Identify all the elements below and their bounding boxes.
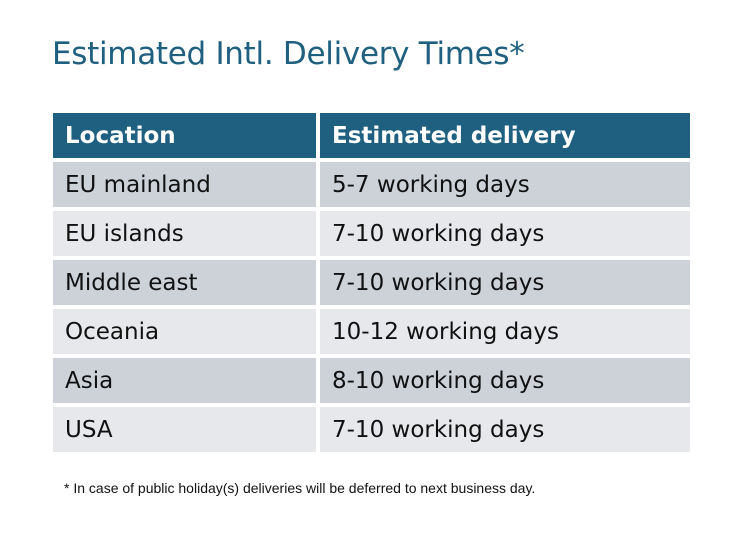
page-title: Estimated Intl. Delivery Times* [52, 36, 525, 72]
location-cell: EU mainland [53, 162, 316, 207]
location-cell: Oceania [53, 309, 316, 354]
footnote: * In case of public holiday(s) deliverie… [64, 480, 536, 496]
location-cell: Middle east [53, 260, 316, 305]
location-cell: Asia [53, 358, 316, 403]
delivery-cell: 7-10 working days [320, 260, 690, 305]
header-estimated-delivery: Estimated delivery [320, 113, 690, 158]
delivery-table: Location Estimated delivery EU mainland … [53, 113, 690, 452]
location-cell: USA [53, 407, 316, 452]
location-cell: EU islands [53, 211, 316, 256]
header-location: Location [53, 113, 316, 158]
delivery-cell: 7-10 working days [320, 407, 690, 452]
delivery-cell: 8-10 working days [320, 358, 690, 403]
delivery-cell: 5-7 working days [320, 162, 690, 207]
delivery-cell: 10-12 working days [320, 309, 690, 354]
delivery-cell: 7-10 working days [320, 211, 690, 256]
